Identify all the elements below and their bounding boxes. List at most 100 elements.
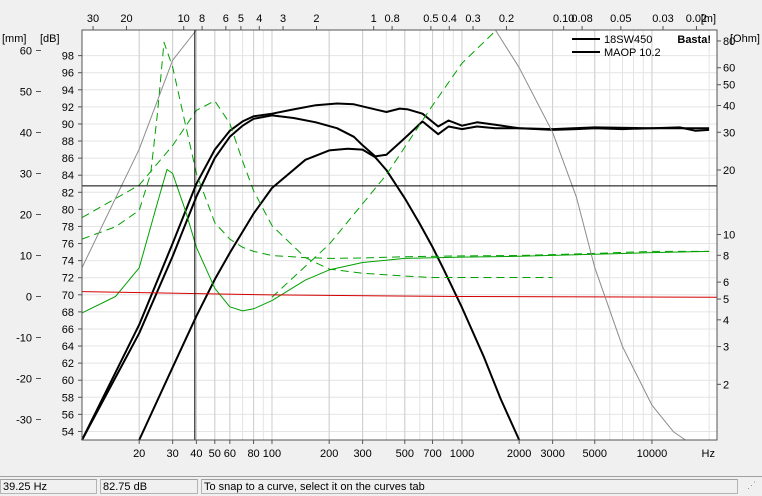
wavelength-tick-label: 8 [199,13,205,25]
ohm-tick-label: 4 [723,315,729,327]
ohm-tick-label: 10 [723,230,735,242]
mm-tick-label: 30 [20,169,32,181]
x-tick-label: 500 [396,448,414,460]
ohm-axis-unit: [Ohm] [730,33,760,45]
mm-tick-label: -30 [16,415,32,427]
wavelength-tick-label: 0.5 [423,13,438,25]
ohm-tick-label: 50 [723,80,735,92]
status-level: 82.75 dB [100,479,198,494]
wavelength-tick-label: 0.05 [610,13,631,25]
x-tick-label: 2000 [507,448,531,460]
db-tick-label: 60 [62,375,74,387]
x-tick-label: 80 [247,448,259,460]
wavelength-unit: [m] [701,13,716,25]
db-tick-label: 68 [62,307,74,319]
db-tick-label: 82 [62,187,74,199]
ohm-tick-label: 20 [723,165,735,177]
ohm-tick-label: 8 [723,250,729,262]
ohm-tick-label: 6 [723,277,729,289]
x-tick-label: 30 [167,448,179,460]
mm-tick-label: 40 [20,128,32,140]
mm-axis-unit: [mm] [2,33,26,45]
wavelength-tick-label: 30 [87,13,99,25]
wavelength-tick-label: 2 [313,13,319,25]
wavelength-tick-label: 4 [256,13,262,25]
series-line-5 [81,100,553,278]
db-tick-label: 64 [62,341,74,353]
wavelength-tick-label: 0.3 [465,13,480,25]
db-tick-label: 62 [62,358,74,370]
wavelength-tick-label: 0.02 [686,13,707,25]
x-tick-label: 300 [353,448,371,460]
x-tick-label: 100 [263,448,281,460]
ohm-tick-label: 60 [723,63,735,75]
ohm-tick-label: 80 [723,36,735,48]
watermark: Basta! [677,34,711,46]
x-tick-label: 60 [224,448,236,460]
wavelength-tick-label: 0.2 [499,13,514,25]
wavelength-tick-label: 0.03 [652,13,673,25]
db-tick-label: 88 [62,136,74,148]
mm-tick-label: -10 [16,333,32,345]
db-tick-label: 84 [62,170,74,182]
mm-tick-label: 50 [20,87,32,99]
x-tick-label: 50 [209,448,221,460]
x-tick-label: 3000 [540,448,564,460]
status-hint: To snap to a curve, select it on the cur… [201,479,738,494]
x-tick-label: 10000 [637,448,668,460]
ohm-tick-label: 40 [723,100,735,112]
db-tick-label: 58 [62,392,74,404]
db-tick-label: 80 [62,204,74,216]
ohm-tick-label: 30 [723,127,735,139]
mm-tick-label: -20 [16,374,32,386]
wavelength-tick-label: 20 [120,13,132,25]
ohm-tick-label: 2 [723,379,729,391]
wavelength-tick-label: 0.4 [442,13,457,25]
x-tick-label: 700 [423,448,441,460]
series-line-3 [81,41,710,259]
mm-tick-label: 0 [26,292,32,304]
status-frequency: 39.25 Hz [0,479,97,494]
wavelength-tick-label: 0.10 [553,13,574,25]
db-tick-label: 66 [62,324,74,336]
db-tick-label: 70 [62,290,74,302]
wavelength-tick-label: 0.08 [571,13,592,25]
x-tick-label: 5000 [583,448,607,460]
db-tick-label: 76 [62,239,74,251]
wavelength-tick-label: 0.8 [384,13,399,25]
db-tick-label: 98 [62,51,74,63]
legend-label: 18SW450 [604,34,652,46]
legend-label: MAOP 10.2 [604,47,661,59]
db-tick-label: 72 [62,273,74,285]
wavelength-tick-label: 6 [223,13,229,25]
series-line-6 [271,30,496,298]
wavelength-tick-label: 5 [238,13,244,25]
series-line-8 [81,29,686,441]
ohm-tick-label: 5 [723,294,729,306]
x-tick-label: 40 [190,448,202,460]
mm-tick-label: 20 [20,210,32,222]
db-tick-label: 94 [62,85,74,97]
plot-area [82,30,717,440]
frequency-response-chart[interactable]: 20 30 40 50 60 80 100 200 300 500 700 1000 2000 3000 5… [0,0,762,476]
db-tick-label: 92 [62,102,74,114]
ohm-tick-label: 3 [723,342,729,354]
status-bar: 39.25 Hz 82.75 dB To snap to a curve, se… [0,476,762,496]
db-tick-label: 78 [62,221,74,233]
x-tick-label: 20 [133,448,145,460]
series-line-2 [138,147,521,441]
series-line-7 [81,291,718,298]
resize-grip-icon[interactable]: ⋰ [747,480,756,490]
mm-tick-label: 60 [20,46,32,58]
db-tick-label: 54 [62,426,74,438]
mm-tick-label: 10 [20,251,32,263]
wavelength-tick-label: 1 [371,13,377,25]
db-tick-label: 90 [62,119,74,131]
wavelength-tick-label: 10 [178,13,190,25]
x-tick-label: 1000 [450,448,474,460]
db-axis-unit: [dB] [40,33,60,45]
chart-svg[interactable]: 20 30 40 50 60 80 100 200 300 500 700 1000 2000 3000 5… [0,0,762,476]
db-tick-label: 56 [62,409,74,421]
db-tick-label: 86 [62,153,74,165]
x-axis-unit: Hz [702,448,715,460]
